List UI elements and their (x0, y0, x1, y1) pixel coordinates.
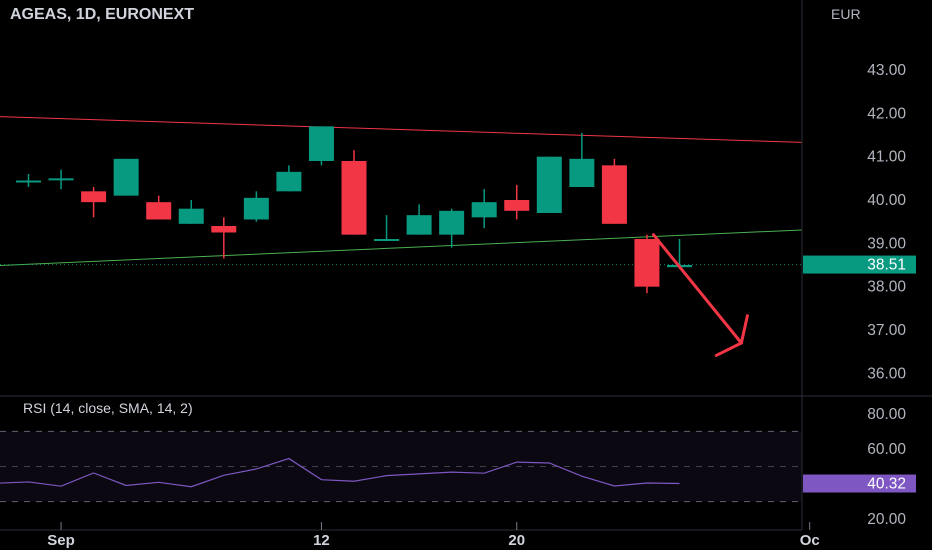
candle[interactable] (48, 169, 74, 190)
rsi-badge-text: 40.32 (867, 476, 906, 493)
rsi-badge-bg (803, 474, 916, 493)
rsi-axis-tick: 80.00 (867, 406, 906, 423)
candle-body (536, 156, 562, 213)
candle[interactable] (536, 156, 562, 213)
price-badge-bg (803, 255, 916, 274)
candle[interactable] (113, 158, 139, 196)
candle[interactable] (16, 174, 41, 187)
candle[interactable] (243, 191, 269, 222)
candle-body (341, 161, 367, 235)
candle[interactable] (374, 215, 400, 242)
candle[interactable] (471, 189, 497, 229)
candle[interactable] (601, 158, 627, 224)
candle-body (81, 191, 107, 203)
candle-body (48, 178, 74, 181)
candle-body (243, 197, 269, 220)
candle[interactable] (634, 234, 660, 294)
candle-body (406, 215, 432, 235)
candle[interactable] (211, 217, 237, 259)
price-badge-text: 38.51 (867, 257, 906, 274)
price-axis-tick: 38.00 (867, 279, 906, 296)
candle-body (634, 239, 660, 287)
price-axis-tick: 40.00 (867, 192, 906, 209)
candle[interactable] (341, 150, 367, 235)
price-axis-tick: 43.00 (867, 62, 906, 79)
candle-body (211, 226, 237, 233)
projection-arrow-head (714, 341, 743, 357)
candle-body (146, 202, 172, 220)
time-axis-tick: Oc (800, 532, 820, 549)
candle-body (504, 200, 530, 211)
candle[interactable] (308, 126, 334, 166)
candle[interactable] (504, 184, 530, 220)
rsi-axis-tick: 60.00 (867, 441, 906, 458)
candle[interactable] (667, 239, 692, 268)
candle[interactable] (406, 204, 432, 235)
candle-body (178, 208, 204, 224)
candle[interactable] (569, 132, 595, 187)
rsi-band-fill (0, 430, 802, 503)
candle[interactable] (146, 195, 172, 220)
candle-body (374, 239, 400, 241)
time-axis-tick: 20 (508, 532, 525, 549)
projection-arrow-head (739, 314, 749, 345)
price-axis-tick: 36.00 (867, 365, 906, 382)
chart-title: AGEAS, 1D, EURONEXT (10, 6, 194, 23)
candle-body (308, 126, 334, 161)
candle-body (471, 202, 497, 218)
rsi-legend: RSI (14, close, SMA, 14, 2) (23, 400, 193, 416)
candle-body (601, 165, 627, 224)
candle[interactable] (81, 187, 107, 218)
candle[interactable] (439, 208, 465, 248)
price-axis-tick: 42.00 (867, 105, 906, 122)
rsi-line[interactable] (0, 457, 680, 488)
time-axis-tick: Sep (47, 532, 75, 549)
price-axis-tick: 41.00 (867, 149, 906, 166)
candle-body (113, 158, 139, 196)
trendline-resistance[interactable] (0, 116, 842, 144)
candle[interactable] (276, 165, 302, 192)
candle-body (569, 158, 595, 187)
projection-arrow[interactable] (651, 233, 743, 345)
candle[interactable] (178, 200, 204, 224)
candle-body (16, 180, 41, 183)
candle-body (276, 171, 302, 192)
price-axis-tick: 37.00 (867, 322, 906, 339)
price-axis-tick: 39.00 (867, 235, 906, 252)
candle-body (439, 210, 465, 235)
trendline-support[interactable] (0, 228, 842, 267)
currency-label: EUR (831, 6, 861, 22)
rsi-axis-tick: 20.00 (867, 511, 906, 528)
time-axis-tick: 12 (313, 532, 330, 549)
